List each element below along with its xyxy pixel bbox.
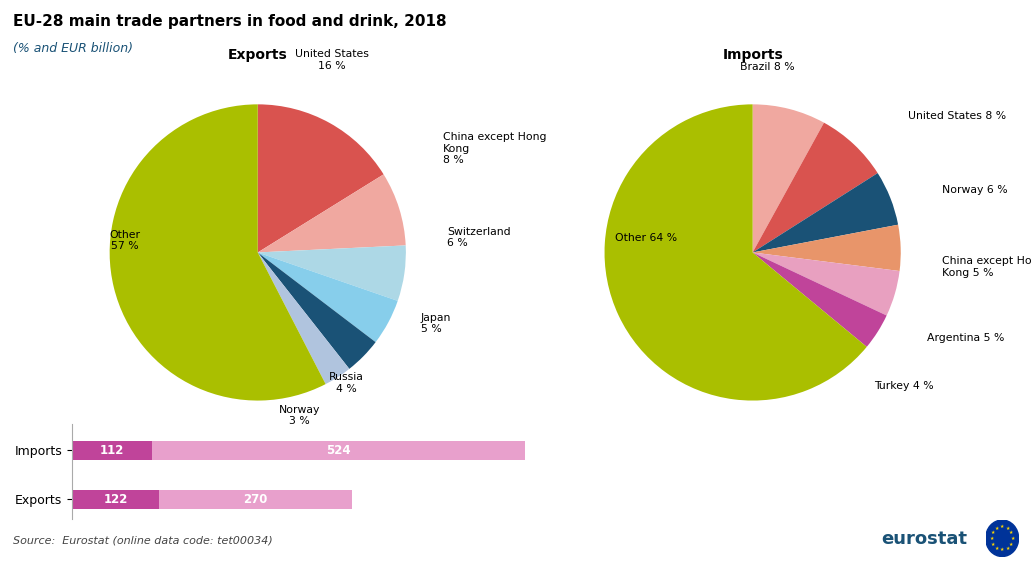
- Wedge shape: [753, 123, 877, 252]
- Wedge shape: [753, 173, 898, 252]
- Text: ★: ★: [991, 541, 995, 546]
- Text: ★: ★: [1005, 546, 1009, 551]
- Text: Norway 6 %: Norway 6 %: [942, 185, 1008, 195]
- Text: ★: ★: [1000, 548, 1004, 553]
- Circle shape: [986, 520, 1019, 557]
- Text: United States
16 %: United States 16 %: [295, 49, 369, 71]
- Text: ★: ★: [1010, 536, 1015, 541]
- Wedge shape: [258, 104, 384, 252]
- Text: ★: ★: [1009, 530, 1013, 535]
- Wedge shape: [258, 245, 406, 301]
- Text: 122: 122: [103, 493, 128, 506]
- Wedge shape: [753, 104, 824, 252]
- Bar: [152, 441, 526, 460]
- Text: 524: 524: [327, 444, 351, 457]
- Text: ★: ★: [990, 536, 994, 541]
- Bar: [159, 490, 352, 509]
- Text: ★: ★: [1009, 541, 1013, 546]
- Wedge shape: [753, 252, 887, 347]
- Wedge shape: [753, 252, 900, 315]
- Text: China except Hong
Kong 5 %: China except Hong Kong 5 %: [942, 256, 1031, 278]
- Text: EU-28 main trade partners in food and drink, 2018: EU-28 main trade partners in food and dr…: [13, 14, 447, 29]
- Text: 270: 270: [243, 493, 267, 506]
- Text: Norway
3 %: Norway 3 %: [278, 404, 320, 426]
- Title: Exports: Exports: [228, 48, 288, 62]
- Text: Other
57 %: Other 57 %: [109, 230, 140, 251]
- Text: Switzerland
6 %: Switzerland 6 %: [447, 227, 511, 249]
- Wedge shape: [258, 252, 350, 384]
- Text: ★: ★: [995, 546, 999, 551]
- Text: Turkey 4 %: Turkey 4 %: [874, 381, 934, 391]
- Text: ★: ★: [1005, 526, 1009, 531]
- Text: 112: 112: [100, 444, 125, 457]
- Text: Other 64 %: Other 64 %: [614, 233, 677, 243]
- Wedge shape: [258, 252, 398, 342]
- Text: Argentina 5 %: Argentina 5 %: [928, 333, 1005, 343]
- Text: Japan
5 %: Japan 5 %: [421, 312, 451, 334]
- Bar: [72, 490, 159, 509]
- Text: Russia
4 %: Russia 4 %: [329, 372, 364, 394]
- Text: Source:  Eurostat (online data code: tet00034): Source: Eurostat (online data code: tet0…: [13, 536, 273, 546]
- Text: United States 8 %: United States 8 %: [908, 111, 1006, 121]
- Bar: [72, 441, 152, 460]
- Wedge shape: [604, 104, 867, 401]
- Text: Brazil 8 %: Brazil 8 %: [740, 62, 795, 72]
- Text: ★: ★: [991, 530, 995, 535]
- Text: China except Hong
Kong
8 %: China except Hong Kong 8 %: [443, 132, 546, 165]
- Text: (% and EUR billion): (% and EUR billion): [13, 42, 133, 55]
- Wedge shape: [258, 174, 405, 252]
- Wedge shape: [753, 225, 901, 271]
- Text: ★: ★: [995, 526, 999, 531]
- Wedge shape: [258, 252, 375, 369]
- Text: eurostat: eurostat: [882, 530, 967, 548]
- Title: Imports: Imports: [723, 48, 783, 62]
- Text: ★: ★: [1000, 524, 1004, 529]
- Wedge shape: [109, 104, 326, 401]
